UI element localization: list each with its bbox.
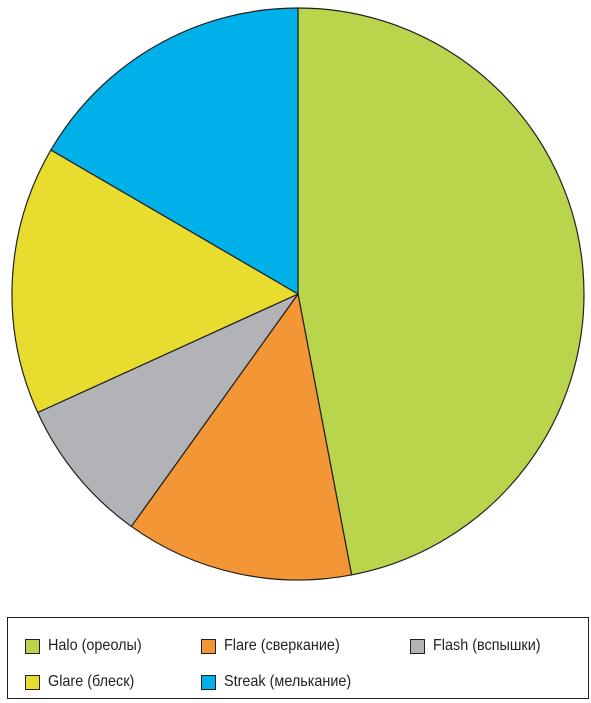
legend-swatch-glare [25,674,40,690]
legend-label-streak: Streak (мелькание) [224,673,352,690]
chart-legend: Halo (ореолы) Flare (сверкание) Flash (в… [7,617,589,699]
pie-chart [11,7,585,581]
legend-label-halo: Halo (ореолы) [48,637,142,654]
pie-slice-glare [11,149,299,414]
legend-label-flash: Flash (вспышки) [433,637,541,654]
legend-item-flare: Flare (сверкание) [201,636,353,656]
legend-item-streak: Streak (мелькание) [201,672,365,692]
legend-swatch-flare [201,638,216,654]
legend-item-glare: Glare (блеск) [25,672,144,692]
legend-swatch-streak [201,674,216,690]
pie-slice-flash [37,293,299,528]
legend-item-flash: Flash (вспышки) [410,636,552,656]
legend-swatch-flash [410,638,425,654]
legend-item-halo: Halo (ореолы) [25,636,152,656]
pie-slice-streak [50,7,299,295]
pie-slice-halo [297,7,585,576]
pie-slice-flare [130,293,353,581]
legend-label-flare: Flare (сверкание) [224,637,340,654]
legend-swatch-halo [25,638,40,654]
legend-label-glare: Glare (блеск) [48,673,135,690]
